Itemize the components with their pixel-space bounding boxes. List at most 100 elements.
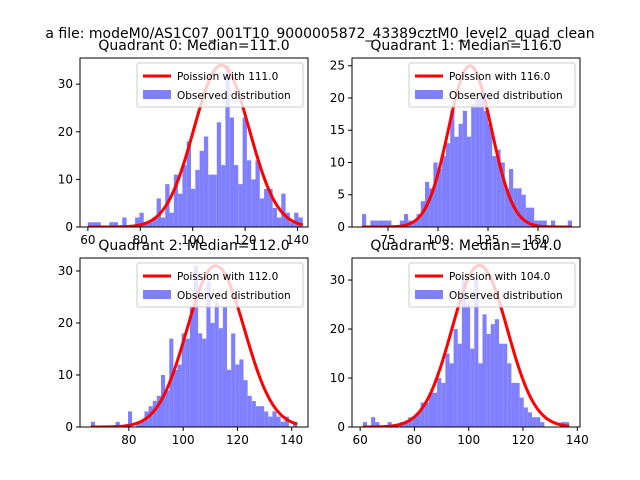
subplot-title: Quadrant 3: Median=104.0 <box>370 238 561 254</box>
histogram-bar <box>181 333 186 427</box>
histogram-bar <box>169 338 174 427</box>
legend-box <box>136 62 304 108</box>
legend-bar-label: Observed distribution <box>177 90 291 102</box>
histogram-bar <box>251 401 256 427</box>
histogram-bar <box>437 168 442 227</box>
histogram-bar <box>202 338 207 427</box>
histogram-bar <box>206 281 211 427</box>
histogram-bar <box>246 160 252 227</box>
histogram-bar <box>109 222 114 227</box>
x-tick-label: 120 <box>234 233 257 247</box>
histogram-bar <box>486 333 491 427</box>
histogram-bar <box>242 117 247 227</box>
legend-curve-label: Poission with 116.0 <box>449 71 550 83</box>
legend-bar-label: Observed distribution <box>449 290 563 302</box>
histogram-bar <box>370 220 375 227</box>
histogram-bar <box>214 302 219 427</box>
histogram-bar <box>374 220 379 227</box>
histogram-bar <box>467 136 472 227</box>
histogram-bar <box>519 397 524 427</box>
histogram-bar <box>268 416 273 427</box>
histogram-bar <box>194 265 199 427</box>
legend-curve-label: Poission with 104.0 <box>449 271 550 283</box>
histogram-bar <box>523 407 528 427</box>
histogram-bar <box>458 123 463 227</box>
histogram-bar <box>289 222 295 227</box>
histogram-bar <box>474 280 479 427</box>
histogram-bar <box>298 217 303 227</box>
histogram-bar <box>160 217 166 227</box>
histogram-bar <box>199 150 204 227</box>
histogram-bar <box>186 141 192 227</box>
histogram-bar <box>466 304 471 427</box>
subplot-title: Quadrant 0: Median=111.0 <box>98 38 289 54</box>
histogram-bar <box>165 390 170 427</box>
y-tick-label: 30 <box>58 264 73 278</box>
histogram-bar <box>212 174 217 227</box>
histogram-bar <box>446 143 451 227</box>
histogram-bar <box>503 343 508 427</box>
histogram-bar <box>542 220 547 227</box>
histogram-bar <box>276 416 281 427</box>
histogram-bar <box>115 421 120 427</box>
y-tick-label: 0 <box>65 220 73 234</box>
histogram-bar <box>461 280 466 427</box>
histogram-bar <box>203 136 209 227</box>
histogram-bar <box>432 392 438 427</box>
histogram-bar <box>530 207 535 227</box>
x-tick-label: 140 <box>286 233 309 247</box>
histogram-bar <box>478 363 483 427</box>
histogram-bar <box>515 382 520 427</box>
histogram-bar <box>136 421 141 427</box>
histogram-bar <box>90 421 95 427</box>
histogram-bar <box>276 217 282 227</box>
subplot-title: Quadrant 2: Median=112.0 <box>98 238 289 254</box>
histogram-bar <box>441 382 446 427</box>
histogram-bar <box>507 363 512 427</box>
histogram-bar <box>457 343 462 427</box>
axes-frame <box>351 57 581 228</box>
legend-curve-label: Poission with 111.0 <box>177 71 278 83</box>
histogram-bar <box>140 421 145 427</box>
histogram-bar <box>492 156 497 227</box>
y-tick-label: 20 <box>330 91 345 105</box>
histogram-bar <box>185 338 190 427</box>
subplot-3: 60 80 100 120 140 0 10 20 30 Quadrant 3: Median=1… <box>330 238 589 447</box>
histogram-bar <box>532 417 537 427</box>
x-tick-label: 120 <box>512 433 535 447</box>
subplot-2: 80 100 120 140 0 10 20 30 Quadrant 2: Median=112… <box>58 238 309 447</box>
histogram-bar <box>462 110 467 227</box>
y-tick-label: 20 <box>58 125 73 139</box>
legend: Poission with 111.0 Observed distribution <box>136 62 304 108</box>
histogram-bar <box>387 220 392 227</box>
x-tick-label: 100 <box>427 233 450 247</box>
y-tick-label: 25 <box>330 59 345 73</box>
axes-frame <box>351 257 581 428</box>
x-tick-label: 60 <box>353 433 368 447</box>
histogram-bar <box>383 220 388 227</box>
legend: Poission with 112.0 Observed distribution <box>136 262 304 308</box>
histogram-bar <box>285 212 290 227</box>
histogram-bar <box>412 417 417 427</box>
histogram-bar <box>177 364 182 427</box>
histogram-bar <box>284 416 289 427</box>
histogram-bar <box>178 193 183 227</box>
histogram-bar <box>454 136 459 227</box>
histogram-bar <box>428 392 433 427</box>
histogram-bar <box>227 369 232 427</box>
histogram-bar <box>475 97 480 227</box>
histogram-bar <box>375 422 380 427</box>
y-tick-label: 5 <box>337 188 345 202</box>
legend-bar-swatch <box>143 290 171 299</box>
histogram-bar <box>441 156 446 227</box>
histogram-bar <box>198 333 203 427</box>
legend-bar-label: Observed distribution <box>177 290 291 302</box>
figure-suptitle: a file: modeM0/AS1C07_001T10_9000005872_… <box>45 26 594 42</box>
histogram-bar <box>525 207 530 227</box>
histogram-bar <box>500 162 505 227</box>
histogram-bar <box>218 328 223 427</box>
histogram-bar <box>538 220 543 227</box>
x-tick-label: 100 <box>181 233 204 247</box>
histogram-bar <box>294 212 299 227</box>
histogram-bar <box>490 324 495 427</box>
